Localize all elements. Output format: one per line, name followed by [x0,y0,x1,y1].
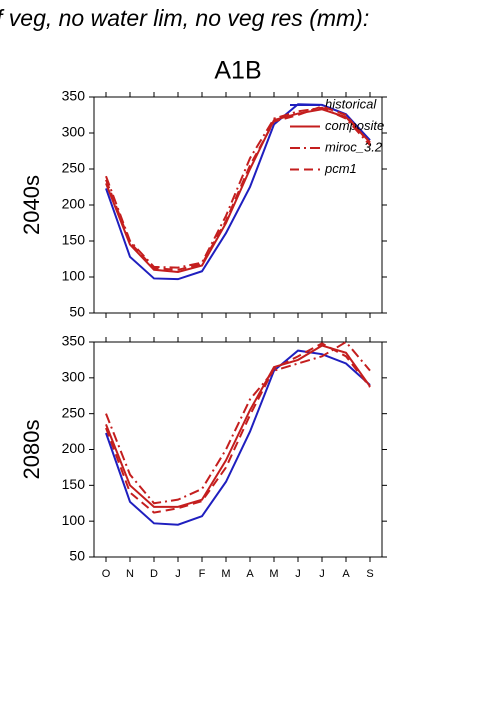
x-tick-label: S [366,568,373,580]
chart-subtitle: A1B [214,57,261,85]
y-tick-label: 250 [62,160,86,176]
x-tick-label: D [150,568,158,580]
x-tick-label: J [295,568,301,580]
y-tick-label: 100 [62,512,86,528]
y-tick-label: 50 [69,304,85,320]
y-tick-label: 200 [62,440,86,456]
series-line [105,106,371,269]
x-tick-label: J [175,568,181,580]
series-line [105,105,371,271]
x-tick-label: M [269,568,278,580]
series-line [105,108,371,273]
series-line [105,342,371,514]
series-line [105,340,371,505]
y-tick-label: 250 [62,404,86,420]
series-line [105,103,371,281]
series-line [105,349,371,526]
chart-title: f veg, no water lim, no veg res (mm): [0,5,369,31]
series-line [105,344,371,508]
y-axis-label: 2040s [19,175,44,235]
x-tick-label: O [102,568,111,580]
y-tick-label: 150 [62,232,86,248]
y-tick-label: 300 [62,124,86,140]
y-axis-label: 2080s [19,420,44,480]
y-tick-label: 350 [62,333,86,349]
y-tick-label: 300 [62,369,86,385]
plot-frame [93,341,383,558]
x-tick-label: M [221,568,230,580]
y-tick-label: 150 [62,476,86,492]
legend-label: pcm1 [324,161,357,176]
y-tick-label: 350 [62,88,86,104]
y-tick-label: 100 [62,268,86,284]
legend-label: historical [325,96,377,111]
y-tick-label: 50 [69,548,85,564]
x-tick-label: A [342,568,350,580]
x-tick-label: A [246,568,254,580]
x-tick-label: N [126,568,134,580]
legend-label: miroc_3.2 [325,139,383,154]
x-tick-label: J [319,568,325,580]
x-tick-label: F [199,568,206,580]
y-tick-label: 200 [62,196,86,212]
